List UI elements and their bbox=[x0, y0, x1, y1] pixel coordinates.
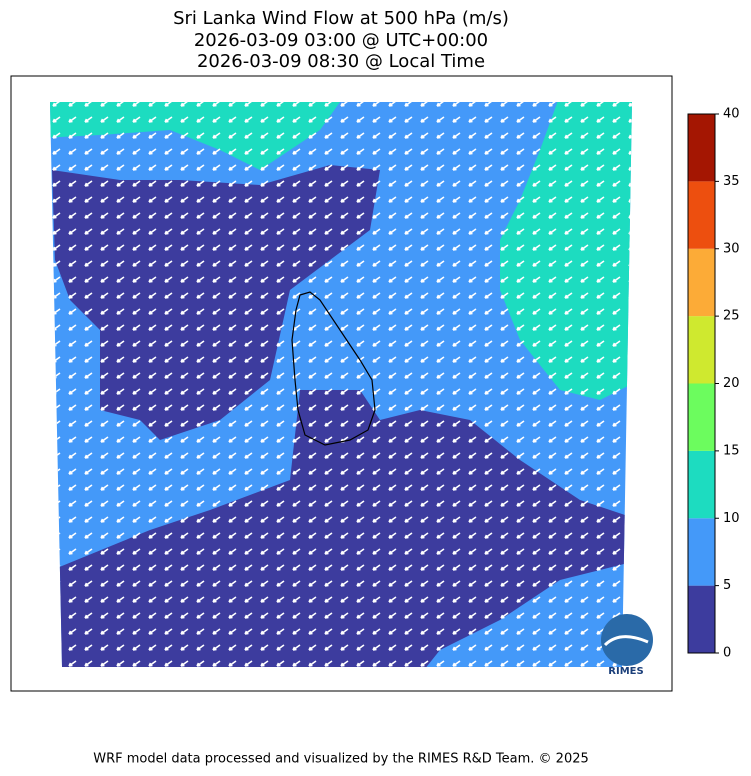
wind-arrows bbox=[50, 102, 632, 667]
colorbar-tick-label: 15 bbox=[723, 443, 740, 458]
colorbar-tick-label: 25 bbox=[723, 309, 740, 324]
colorbar-segment bbox=[688, 383, 715, 451]
footer: WRF model data processed and visualized … bbox=[93, 752, 589, 767]
coastline bbox=[291, 291, 376, 446]
colorbar-segment bbox=[688, 450, 715, 519]
colorbar-tick-label: 30 bbox=[723, 241, 740, 256]
map-frame bbox=[10, 75, 673, 692]
colorbar-segment bbox=[688, 114, 715, 182]
colorbar-segment bbox=[688, 585, 715, 653]
colorbar-tick-label: 5 bbox=[723, 578, 731, 593]
logo: RIMES bbox=[601, 614, 653, 677]
colorbar-tick-label: 10 bbox=[723, 511, 740, 526]
colorbar-tick-label: 0 bbox=[723, 646, 731, 661]
map bbox=[50, 102, 632, 667]
colorbar-segment bbox=[688, 518, 715, 586]
title-line: Sri Lanka Wind Flow at 500 hPa (m/s) bbox=[173, 8, 509, 29]
colorbar-tick-label: 35 bbox=[723, 174, 740, 189]
colorbar-tick-label: 40 bbox=[723, 107, 740, 122]
logo-wave bbox=[603, 635, 649, 647]
logo-emblem bbox=[601, 614, 653, 666]
colorbar-segment bbox=[688, 248, 715, 317]
colorbar-segment bbox=[688, 316, 715, 384]
colorbar-tick-label: 20 bbox=[723, 376, 740, 391]
title-line: 2026-03-09 03:00 @ UTC+00:00 bbox=[194, 30, 488, 51]
colorbar: 0 5 10 15 20 25 30 35 40 bbox=[687, 107, 740, 661]
title-line: 2026-03-09 08:30 @ Local Time bbox=[197, 51, 485, 72]
colorbar-segment bbox=[688, 181, 715, 249]
logo-text: RIMES bbox=[608, 666, 643, 677]
